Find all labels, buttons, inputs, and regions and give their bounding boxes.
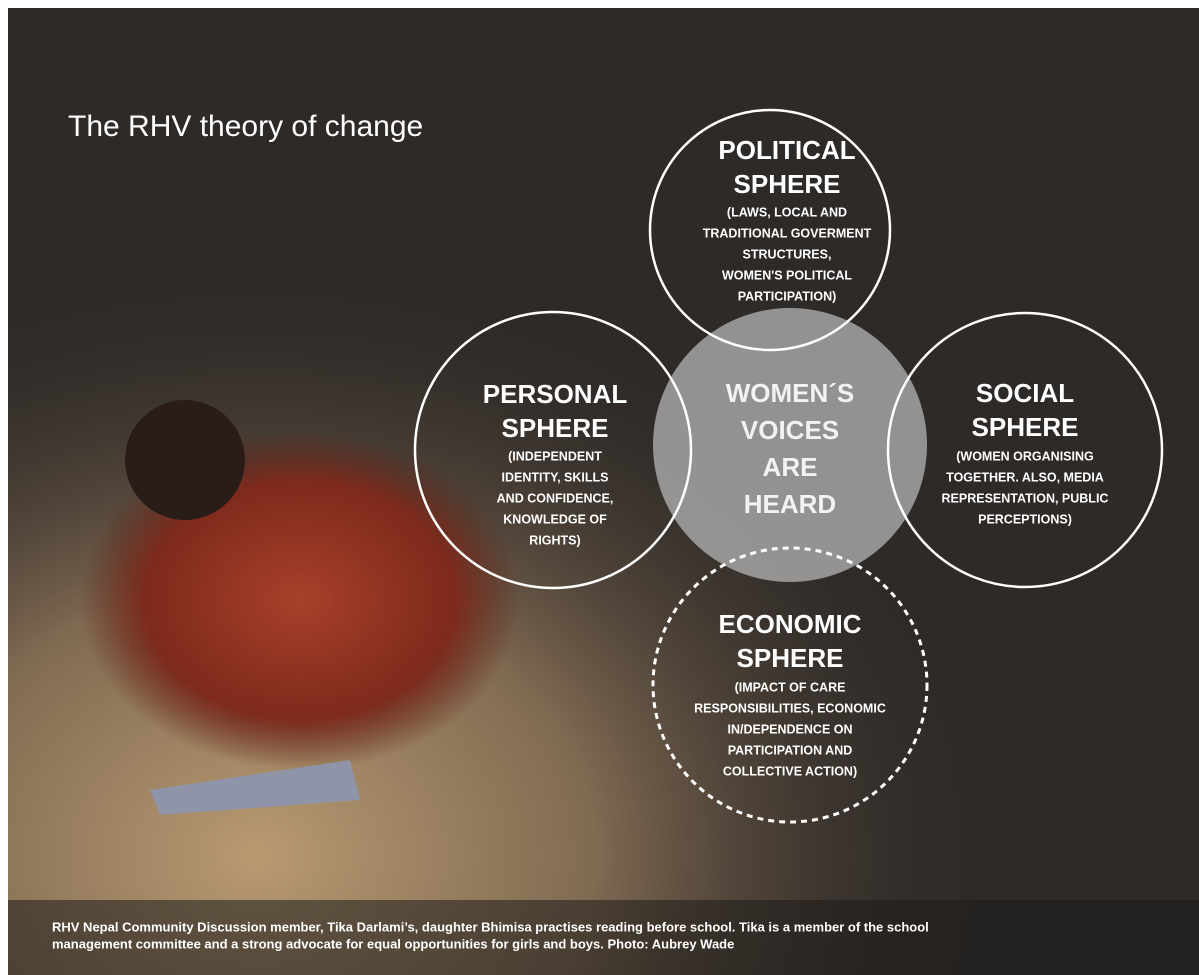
circle-description: TOGETHER. ALSO, MEDIA — [946, 470, 1104, 484]
caption: management committee and a strong advoca… — [52, 936, 734, 951]
circle-description: PARTICIPATION) — [738, 289, 837, 303]
circle-description: (IMPACT OF CARE — [735, 680, 846, 694]
circle-description: STRUCTURES, — [743, 247, 832, 261]
circle-heading: SPHERE — [737, 643, 844, 673]
circle-heading: POLITICAL — [718, 135, 855, 165]
circle-description: IN/DEPENDENCE ON — [727, 722, 852, 736]
circle-description: WOMEN'S POLITICAL — [722, 268, 852, 282]
caption: RHV Nepal Community Discussion member, T… — [52, 919, 929, 934]
center-label: HEARD — [744, 489, 836, 519]
photo-head — [125, 400, 245, 520]
circle-description: (LAWS, LOCAL AND — [727, 205, 847, 219]
circle-description: AND CONFIDENCE, — [497, 491, 614, 505]
circle-description: (WOMEN ORGANISING — [956, 449, 1094, 463]
circle-description: COLLECTIVE ACTION) — [723, 764, 857, 778]
page: {"title": "The RHV theory of change", "c… — [0, 0, 1199, 975]
circle-description: RESPONSIBILITIES, ECONOMIC — [694, 701, 886, 715]
circle-heading: SPHERE — [972, 412, 1079, 442]
circle-heading: SOCIAL — [976, 378, 1074, 408]
circle-heading: SPHERE — [734, 169, 841, 199]
title: The RHV theory of change — [68, 110, 423, 143]
circle-heading: ECONOMIC — [719, 609, 862, 639]
circle-description: RIGHTS) — [529, 533, 580, 547]
circle-description: PARTICIPATION AND — [728, 743, 853, 757]
circle-description: REPRESENTATION, PUBLIC — [942, 491, 1109, 505]
infographic: The RHV theory of change POLITICAL SPHERE… — [0, 0, 1199, 975]
circle-heading: PERSONAL — [483, 379, 628, 409]
circle-heading: SPHERE — [502, 413, 609, 443]
circle-description: PERCEPTIONS) — [978, 512, 1072, 526]
center-label: WOMEN´S — [726, 378, 855, 408]
circle-description: TRADITIONAL GOVERMENT — [703, 226, 872, 240]
center-label: VOICES — [741, 415, 839, 445]
circle-description: IDENTITY, SKILLS — [502, 470, 609, 484]
circle-description: (INDEPENDENT — [508, 449, 602, 463]
center-label: ARE — [763, 452, 818, 482]
circle-description: KNOWLEDGE OF — [503, 512, 607, 526]
